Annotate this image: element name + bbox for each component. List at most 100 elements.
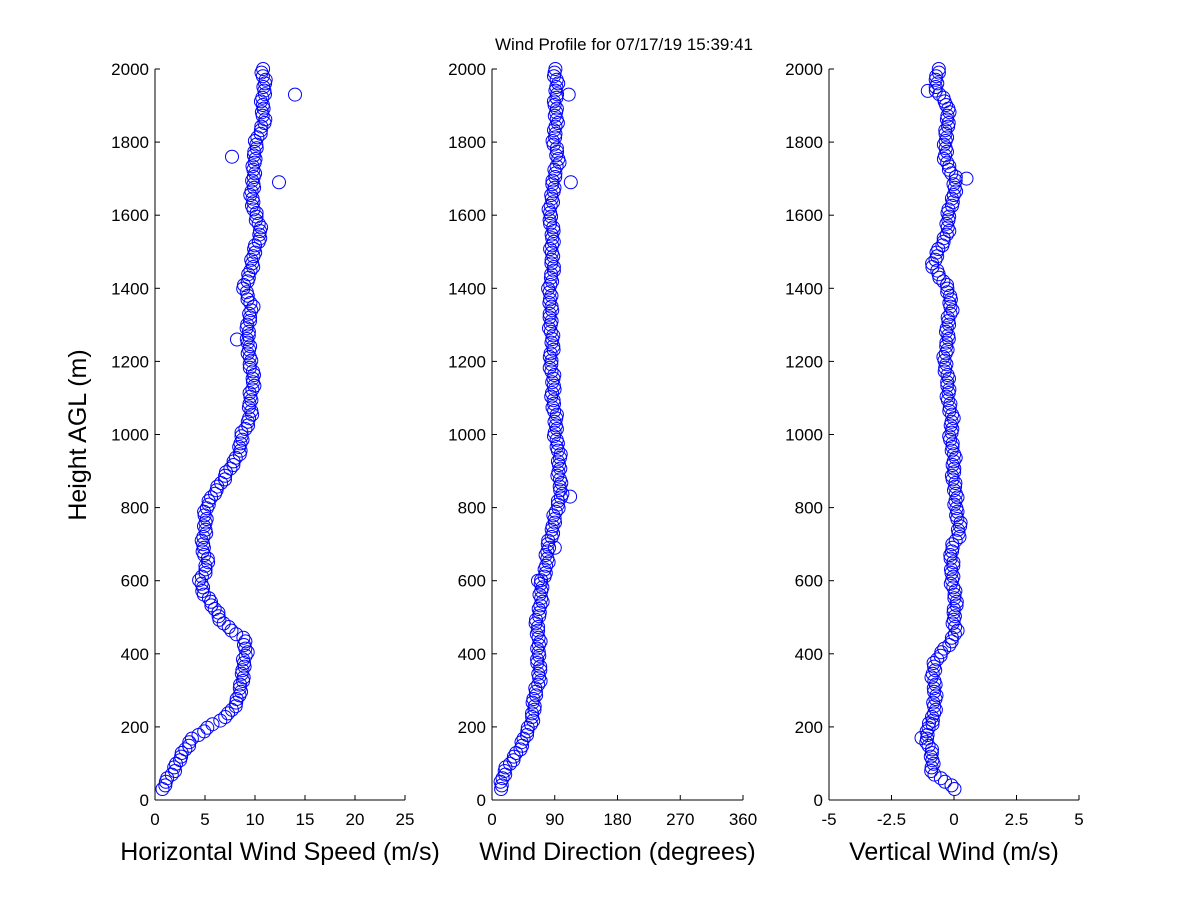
data-point bbox=[936, 90, 951, 105]
data-point bbox=[551, 465, 566, 480]
data-point bbox=[938, 123, 953, 138]
data-point bbox=[948, 476, 963, 490]
data-point bbox=[926, 681, 941, 696]
x-tick-label: 5 bbox=[1074, 810, 1083, 829]
data-point bbox=[207, 602, 222, 616]
data-point bbox=[525, 706, 539, 721]
y-tick-label: 1400 bbox=[111, 279, 149, 298]
data-point bbox=[548, 170, 563, 184]
data-point bbox=[550, 454, 565, 469]
data-point bbox=[503, 756, 517, 771]
x-tick-label: 5 bbox=[200, 810, 209, 829]
data-point bbox=[248, 166, 263, 181]
data-point bbox=[167, 760, 182, 775]
y-tick-label: 1000 bbox=[111, 426, 149, 445]
data-point bbox=[563, 489, 578, 504]
y-tick-label: 200 bbox=[458, 718, 486, 737]
y-tick-label: 600 bbox=[458, 572, 486, 591]
y-tick-label: 800 bbox=[458, 499, 486, 518]
data-point bbox=[545, 238, 559, 253]
data-point bbox=[529, 612, 543, 627]
data-point bbox=[240, 645, 255, 660]
data-point bbox=[544, 314, 559, 328]
data-point bbox=[931, 62, 946, 76]
data-point bbox=[946, 454, 961, 469]
data-point bbox=[242, 306, 257, 321]
data-point bbox=[221, 620, 236, 634]
data-point bbox=[194, 576, 209, 591]
y-tick-label: 2000 bbox=[448, 60, 486, 79]
data-point bbox=[945, 436, 960, 451]
figure-title: Wind Profile for 07/17/19 15:39:41 bbox=[495, 35, 753, 54]
data-point bbox=[930, 263, 945, 278]
data-point bbox=[938, 126, 953, 141]
data-point bbox=[943, 306, 958, 321]
data-point bbox=[941, 116, 956, 130]
data-point bbox=[531, 620, 546, 634]
data-point bbox=[245, 382, 260, 397]
data-point bbox=[939, 216, 954, 231]
data-point bbox=[548, 130, 563, 145]
data-point bbox=[941, 328, 956, 343]
y-tick-label: 400 bbox=[458, 645, 486, 664]
data-point bbox=[538, 548, 553, 562]
data-point bbox=[243, 339, 258, 354]
data-point bbox=[921, 720, 936, 735]
data-point bbox=[242, 386, 257, 400]
data-point bbox=[930, 652, 945, 667]
data-point bbox=[936, 350, 951, 364]
data-point bbox=[946, 558, 961, 573]
data-point bbox=[547, 414, 562, 429]
data-point bbox=[242, 411, 257, 426]
data-point bbox=[944, 468, 959, 483]
y-tick-label: 800 bbox=[795, 499, 823, 518]
y-tick-label: 1200 bbox=[111, 352, 149, 371]
data-point bbox=[198, 558, 213, 573]
data-point bbox=[230, 332, 244, 347]
data-point bbox=[524, 717, 538, 732]
data-point bbox=[563, 175, 578, 190]
data-point bbox=[160, 771, 175, 786]
data-point bbox=[946, 555, 961, 570]
data-point bbox=[545, 134, 560, 148]
x-tick-label: -5 bbox=[821, 810, 836, 829]
y-tick-label: 800 bbox=[121, 499, 149, 518]
data-point bbox=[940, 281, 955, 296]
data-point bbox=[947, 461, 962, 476]
x-tick-label: 20 bbox=[346, 810, 365, 829]
x-tick-label: 0 bbox=[949, 810, 958, 829]
data-point bbox=[944, 191, 959, 206]
data-point bbox=[247, 134, 262, 148]
data-point bbox=[548, 119, 563, 134]
data-point bbox=[939, 389, 954, 404]
data-point bbox=[945, 407, 960, 422]
data-point bbox=[198, 562, 213, 577]
data-point bbox=[201, 497, 216, 512]
data-point bbox=[546, 378, 561, 393]
data-point bbox=[940, 375, 955, 390]
data-point bbox=[200, 720, 215, 735]
data-point bbox=[944, 414, 959, 429]
data-point bbox=[544, 288, 559, 303]
data-point bbox=[931, 65, 946, 80]
data-point bbox=[529, 688, 544, 703]
data-point bbox=[947, 465, 962, 480]
x-axis-label: Wind Direction (degrees) bbox=[479, 838, 756, 866]
data-point bbox=[920, 83, 935, 98]
data-point bbox=[254, 119, 269, 134]
data-point bbox=[926, 695, 941, 710]
data-point bbox=[940, 108, 955, 123]
x-tick-label: 0 bbox=[150, 810, 159, 829]
x-tick-label: 270 bbox=[666, 810, 694, 829]
data-point bbox=[940, 310, 955, 325]
data-point bbox=[944, 778, 959, 793]
data-point bbox=[235, 663, 250, 678]
y-tick-label: 200 bbox=[795, 718, 823, 737]
data-point bbox=[947, 782, 962, 796]
data-point bbox=[253, 126, 268, 141]
data-point bbox=[224, 623, 239, 638]
data-point bbox=[219, 465, 233, 480]
data-point bbox=[926, 656, 941, 670]
data-point bbox=[550, 87, 565, 102]
data-point bbox=[241, 418, 256, 433]
